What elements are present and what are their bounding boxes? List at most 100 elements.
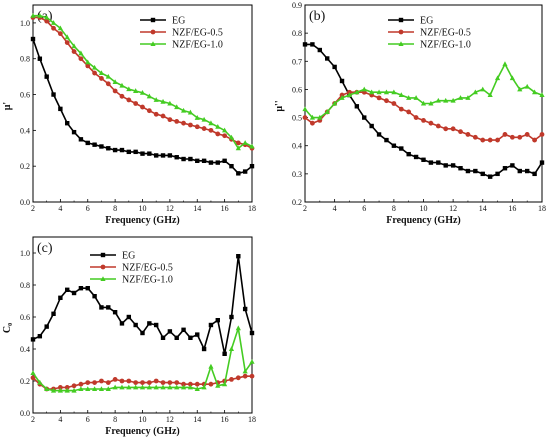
data-point bbox=[30, 36, 36, 42]
x-tick-label: 10 bbox=[420, 204, 428, 213]
data-point bbox=[181, 327, 186, 332]
data-point bbox=[228, 134, 235, 140]
data-point bbox=[472, 134, 478, 140]
data-point bbox=[502, 132, 508, 137]
data-point bbox=[339, 78, 345, 84]
data-point bbox=[106, 305, 111, 310]
data-point bbox=[98, 70, 105, 76]
x-tick-label: 2 bbox=[303, 204, 307, 213]
data-point bbox=[480, 86, 486, 92]
data-point bbox=[146, 93, 152, 99]
data-point bbox=[376, 95, 382, 101]
data-point bbox=[339, 95, 345, 100]
series-eg bbox=[302, 42, 545, 179]
series-line bbox=[304, 63, 543, 119]
x-tick-label: 4 bbox=[58, 415, 62, 424]
data-point bbox=[30, 375, 36, 381]
data-point bbox=[215, 131, 221, 137]
data-point bbox=[208, 322, 214, 328]
data-point bbox=[140, 104, 145, 110]
data-point bbox=[50, 387, 57, 393]
data-point bbox=[167, 153, 173, 158]
data-point bbox=[126, 384, 132, 390]
data-point bbox=[187, 109, 194, 115]
data-point bbox=[517, 86, 523, 92]
data-point bbox=[406, 151, 411, 157]
data-point bbox=[133, 380, 139, 385]
legend-label: NZF/EG-1.0 bbox=[122, 275, 173, 286]
data-point bbox=[472, 89, 478, 95]
data-point bbox=[517, 168, 522, 174]
data-point bbox=[91, 386, 98, 391]
data-point bbox=[413, 95, 419, 100]
data-point bbox=[391, 143, 397, 148]
data-point bbox=[140, 380, 145, 385]
panel-label: (c) bbox=[37, 241, 53, 256]
data-point bbox=[458, 166, 463, 171]
data-point bbox=[92, 70, 97, 76]
y-tick-label: 0.5 bbox=[292, 114, 302, 123]
data-point bbox=[495, 171, 500, 177]
data-point bbox=[126, 149, 132, 155]
y-tick-label: 0.9 bbox=[292, 1, 302, 10]
data-point bbox=[194, 115, 200, 120]
legend-label: EG bbox=[122, 251, 135, 262]
legend-marker bbox=[398, 41, 404, 46]
data-point bbox=[133, 384, 139, 390]
data-point bbox=[310, 42, 315, 47]
data-point bbox=[517, 134, 523, 140]
x-tick-label: 8 bbox=[113, 415, 117, 424]
data-point bbox=[383, 89, 390, 95]
data-point bbox=[339, 92, 345, 98]
data-point bbox=[502, 166, 508, 171]
data-point bbox=[480, 137, 486, 143]
series-nzf-eg-1-0 bbox=[302, 61, 545, 120]
data-point bbox=[58, 295, 63, 300]
data-point bbox=[78, 50, 84, 56]
data-point bbox=[44, 74, 49, 79]
y-axis-label: μ' bbox=[2, 102, 13, 111]
data-point bbox=[222, 158, 227, 164]
x-tick-label: 4 bbox=[58, 204, 62, 213]
data-point bbox=[361, 86, 367, 92]
data-point bbox=[78, 386, 84, 391]
legend-marker bbox=[100, 264, 106, 270]
data-point bbox=[98, 386, 105, 391]
data-point bbox=[153, 97, 159, 102]
data-point bbox=[64, 385, 70, 390]
data-point bbox=[99, 305, 104, 310]
data-point bbox=[126, 86, 132, 92]
series-eg bbox=[30, 254, 255, 356]
data-point bbox=[133, 101, 139, 106]
y-tick-label: 0.8 bbox=[20, 55, 30, 64]
data-point bbox=[174, 380, 180, 385]
series-nzf-eg-1-0 bbox=[30, 12, 255, 151]
data-point bbox=[473, 168, 478, 174]
data-point bbox=[201, 116, 207, 122]
legend-label: EG bbox=[420, 16, 433, 27]
data-point bbox=[147, 151, 152, 156]
data-point bbox=[112, 377, 118, 382]
data-point bbox=[201, 126, 207, 131]
data-point bbox=[167, 100, 173, 106]
data-point bbox=[50, 20, 57, 25]
legend-marker bbox=[398, 17, 404, 23]
data-point bbox=[428, 160, 434, 165]
data-point bbox=[524, 168, 530, 174]
data-point bbox=[236, 171, 241, 176]
data-point bbox=[229, 163, 234, 169]
x-tick-label: 12 bbox=[449, 204, 457, 213]
x-tick-label: 10 bbox=[139, 204, 147, 213]
x-tick-label: 14 bbox=[479, 204, 487, 213]
y-tick-label: 0.0 bbox=[20, 409, 30, 418]
data-point bbox=[457, 95, 464, 100]
data-point bbox=[92, 380, 97, 385]
data-point bbox=[235, 140, 241, 146]
data-point bbox=[105, 386, 111, 391]
data-point bbox=[435, 123, 441, 129]
data-point bbox=[421, 157, 426, 162]
data-point bbox=[494, 75, 501, 81]
data-point bbox=[317, 47, 323, 53]
